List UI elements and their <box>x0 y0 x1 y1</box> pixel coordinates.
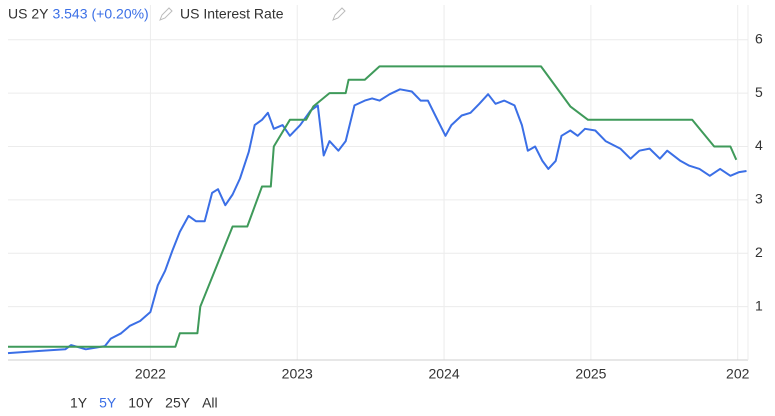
legend: US 2Y 3.543 (+0.20%) US Interest Rate <box>8 6 346 22</box>
range-button[interactable]: 1Y <box>70 395 88 411</box>
y-tick-label: 6 <box>755 30 763 46</box>
range-button[interactable]: 10Y <box>128 395 154 411</box>
y-tick-label: 5 <box>755 84 763 100</box>
range-button[interactable]: 5Y <box>99 395 117 411</box>
y-tick-label: 3 <box>755 191 763 207</box>
edit-icon[interactable] <box>332 7 346 21</box>
x-tick-label: 202 <box>726 366 750 382</box>
range-button[interactable]: All <box>202 395 218 411</box>
series-line <box>8 65 738 348</box>
x-tick-label: 2024 <box>428 366 459 382</box>
y-tick-label: 2 <box>755 244 763 260</box>
x-tick-label: 2022 <box>135 366 166 382</box>
y-tick-label: 1 <box>755 297 763 313</box>
x-tick-label: 2025 <box>575 366 606 382</box>
legend-series-name: US Interest Rate <box>180 6 284 22</box>
edit-icon[interactable] <box>159 7 173 21</box>
y-tick-label: 4 <box>755 137 763 153</box>
legend-series-name: US 2Y <box>8 6 49 22</box>
series-line <box>7 88 747 355</box>
legend-change: (+0.20%) <box>92 6 149 22</box>
range-button[interactable]: 25Y <box>165 395 191 411</box>
x-tick-label: 2023 <box>282 366 313 382</box>
legend-last-value: 3.543 <box>52 6 87 22</box>
